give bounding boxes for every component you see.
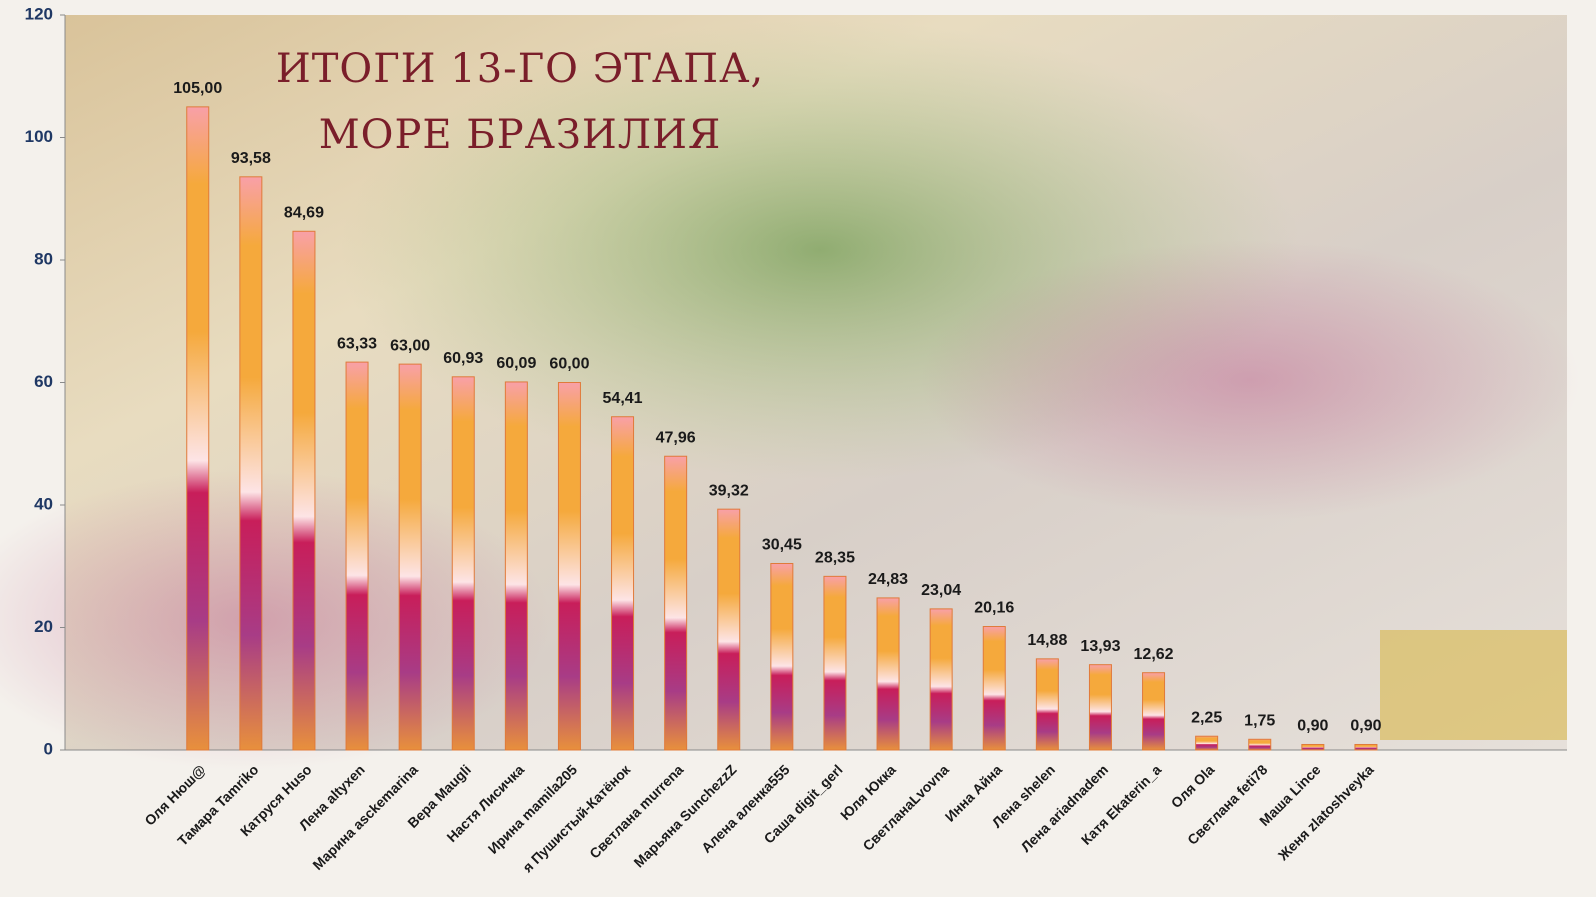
bar [1248, 738, 1272, 751]
bar [1088, 664, 1112, 751]
bar [292, 230, 316, 751]
value-label: 13,93 [1080, 638, 1120, 655]
value-label: 2,25 [1191, 709, 1222, 726]
bar [451, 376, 475, 751]
y-tick-label: 20 [34, 617, 53, 636]
y-tick-label: 0 [44, 739, 53, 758]
value-label: 60,93 [443, 350, 483, 367]
bar [1301, 743, 1325, 751]
decoration [1380, 630, 1567, 740]
bar [982, 626, 1006, 751]
bar [611, 416, 635, 751]
value-label: 20,16 [974, 600, 1014, 617]
bar [239, 176, 263, 751]
value-label: 0,90 [1350, 718, 1381, 735]
value-label: 14,88 [1027, 632, 1067, 649]
value-label: 39,32 [709, 482, 749, 499]
decoration [920, 240, 1580, 520]
y-tick-label: 120 [25, 4, 53, 23]
value-label: 47,96 [656, 429, 696, 446]
y-tick-label: 40 [34, 494, 53, 513]
value-label: 12,62 [1134, 646, 1174, 663]
bar [664, 455, 688, 751]
bar [186, 106, 210, 751]
bar [1035, 658, 1059, 751]
y-tick-label: 100 [25, 127, 53, 146]
bar [876, 597, 900, 751]
value-label: 0,90 [1297, 718, 1328, 735]
value-label: 24,83 [868, 571, 908, 588]
value-label: 93,58 [231, 150, 271, 167]
bar [398, 363, 422, 751]
bar [1142, 672, 1166, 751]
bar [823, 575, 847, 751]
bar [557, 382, 581, 751]
y-tick-label: 60 [34, 372, 53, 391]
value-label: 105,00 [173, 80, 222, 97]
y-tick-label: 80 [34, 249, 53, 268]
bar [770, 562, 794, 751]
bar [717, 508, 741, 751]
value-label: 84,69 [284, 204, 324, 221]
chart-title: Итоги 13-го этапа, море Бразилия [275, 46, 765, 158]
value-label: 60,09 [496, 355, 536, 372]
value-label: 23,04 [921, 582, 961, 599]
value-label: 54,41 [603, 390, 643, 407]
value-label: 63,33 [337, 335, 377, 352]
value-label: 30,45 [762, 537, 802, 554]
bar [929, 608, 953, 751]
bar [1195, 735, 1219, 751]
value-label: 1,75 [1244, 713, 1275, 730]
bar [504, 381, 528, 751]
value-label: 60,00 [549, 356, 589, 373]
value-label: 28,35 [815, 550, 855, 567]
bar [1354, 743, 1378, 751]
bar [345, 361, 369, 751]
value-label: 63,00 [390, 337, 430, 354]
